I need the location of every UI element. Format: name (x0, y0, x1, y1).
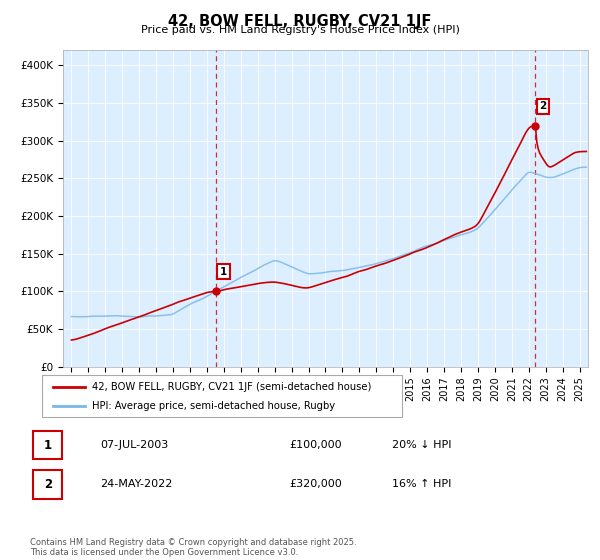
Text: 2: 2 (44, 478, 52, 491)
Text: 42, BOW FELL, RUGBY, CV21 1JF (semi-detached house): 42, BOW FELL, RUGBY, CV21 1JF (semi-deta… (92, 381, 372, 391)
Text: 07-JUL-2003: 07-JUL-2003 (100, 440, 169, 450)
Text: 1: 1 (44, 438, 52, 452)
Text: £320,000: £320,000 (289, 479, 342, 489)
Text: Price paid vs. HM Land Registry's House Price Index (HPI): Price paid vs. HM Land Registry's House … (140, 25, 460, 35)
Text: 24-MAY-2022: 24-MAY-2022 (100, 479, 173, 489)
FancyBboxPatch shape (42, 375, 402, 417)
Text: HPI: Average price, semi-detached house, Rugby: HPI: Average price, semi-detached house,… (92, 401, 335, 411)
Text: Contains HM Land Registry data © Crown copyright and database right 2025.
This d: Contains HM Land Registry data © Crown c… (30, 538, 356, 557)
Text: 42, BOW FELL, RUGBY, CV21 1JF: 42, BOW FELL, RUGBY, CV21 1JF (169, 14, 431, 29)
FancyBboxPatch shape (33, 470, 62, 498)
FancyBboxPatch shape (33, 431, 62, 459)
Text: 20% ↓ HPI: 20% ↓ HPI (392, 440, 451, 450)
Text: £100,000: £100,000 (289, 440, 342, 450)
Text: 2: 2 (539, 101, 547, 111)
Text: 16% ↑ HPI: 16% ↑ HPI (392, 479, 451, 489)
Text: 1: 1 (220, 267, 227, 277)
